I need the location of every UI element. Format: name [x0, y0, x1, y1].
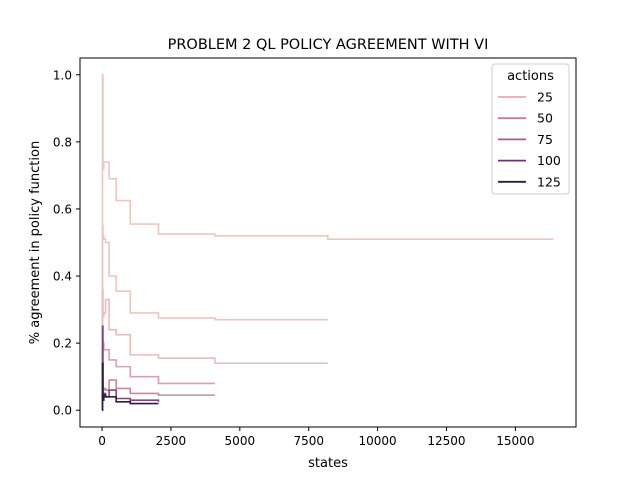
y-axis-label: % agreement in policy function: [28, 141, 43, 344]
legend-label-125: 125: [537, 174, 561, 189]
series-line-50-2: [101, 288, 328, 395]
x-axis-label: states: [308, 456, 348, 471]
series-layer: [101, 73, 554, 412]
x-tick-label: 0: [98, 434, 106, 448]
y-tick-label: 0.0: [53, 404, 72, 418]
legend-title: actions: [507, 69, 554, 84]
plot-frame: [79, 57, 577, 428]
x-tick-label: 7500: [293, 434, 324, 448]
y-axis: 0.0 0.2 0.4 0.6 0.8 1.0: [53, 68, 80, 418]
chart-title: PROBLEM 2 QL POLICY AGREEMENT WITH VI: [168, 37, 489, 53]
legend-label-50: 50: [537, 111, 553, 126]
x-tick-label: 5000: [225, 434, 256, 448]
x-tick-label: 12500: [427, 434, 465, 448]
series-line-125-6: [101, 362, 159, 412]
x-tick-label: 2500: [156, 434, 187, 448]
y-tick-label: 0.2: [53, 337, 72, 351]
series-line-25-0: [101, 73, 554, 328]
legend: actions 25 50 75 100 125: [491, 63, 570, 195]
x-axis: 0 2500 5000 7500 10000 12500 15000: [98, 427, 534, 448]
x-tick-label: 10000: [359, 434, 397, 448]
y-tick-label: 0.6: [53, 202, 72, 216]
y-tick-label: 0.4: [53, 270, 72, 284]
legend-label-25: 25: [537, 90, 553, 105]
y-tick-label: 0.8: [53, 135, 72, 149]
x-tick-label: 15000: [496, 434, 534, 448]
legend-label-75: 75: [537, 132, 553, 147]
y-tick-label: 1.0: [53, 68, 72, 82]
legend-label-100: 100: [537, 153, 561, 168]
series-line-25-1: [101, 224, 328, 395]
